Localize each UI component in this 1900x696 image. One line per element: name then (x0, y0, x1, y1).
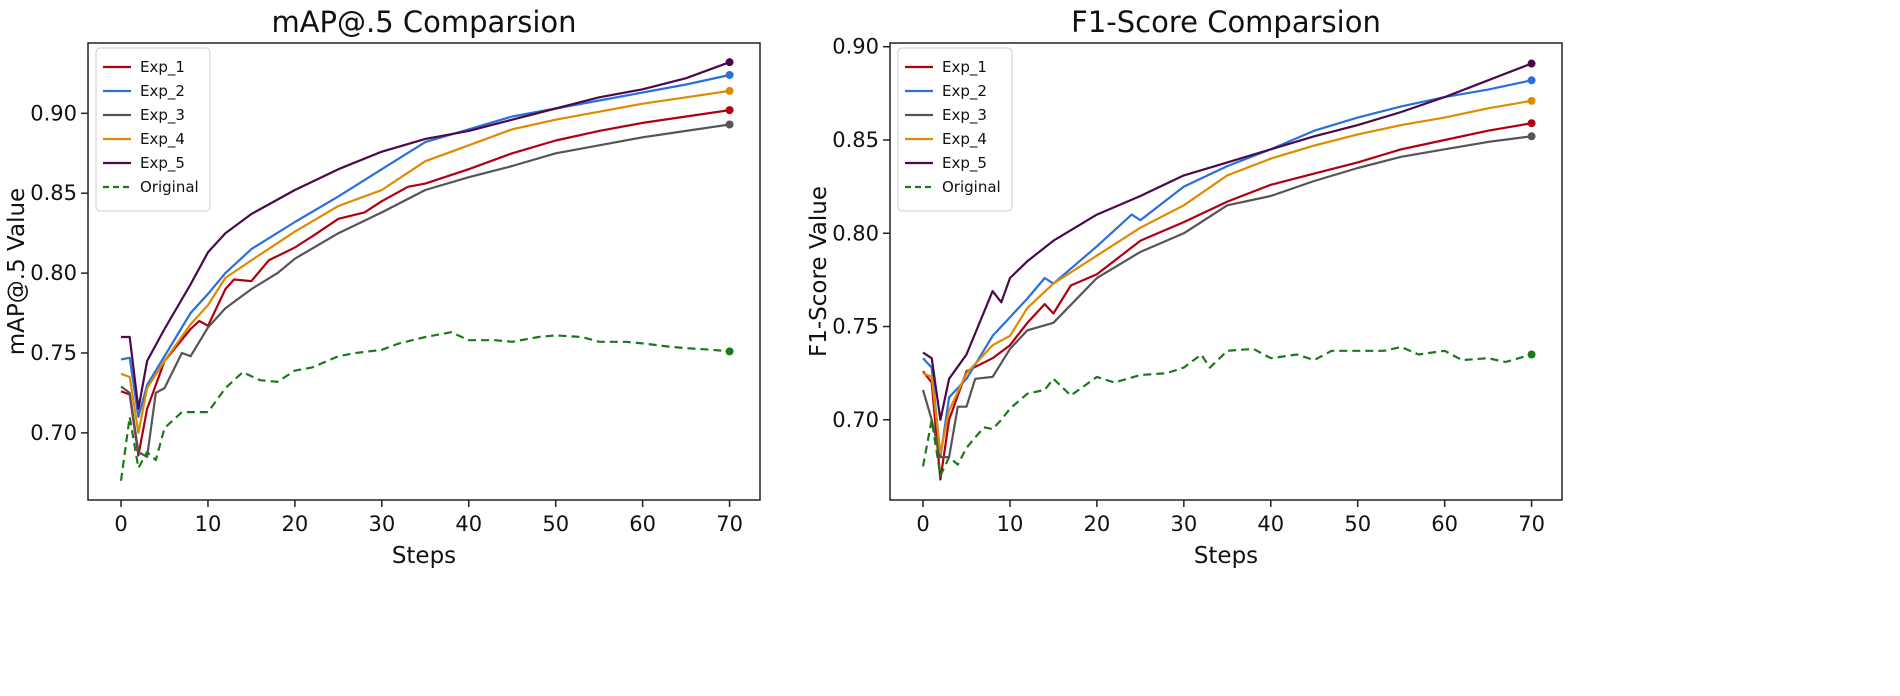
end-marker-exp_4 (1527, 96, 1536, 105)
legend-label: Original (942, 178, 1001, 196)
end-marker-exp_5 (725, 58, 734, 67)
series-line-exp_5 (922, 62, 1532, 421)
y-tick-label: 0.90 (832, 35, 879, 59)
chart-title: F1-Score Comparsion (1071, 5, 1381, 39)
end-marker-exp_3 (725, 120, 734, 129)
x-tick-label: 20 (282, 512, 309, 536)
series-line-exp_2 (120, 73, 730, 418)
plot-frame (889, 42, 1563, 501)
legend-box (95, 47, 211, 212)
chart-title: mAP@.5 Comparsion (271, 5, 576, 39)
end-marker-original (725, 347, 734, 356)
x-tick-label: 0 (916, 512, 929, 536)
legend-label: Exp_4 (140, 130, 185, 149)
end-marker-exp_2 (725, 70, 734, 79)
end-marker-exp_4 (725, 86, 734, 95)
y-tick-label: 0.75 (30, 341, 77, 365)
y-tick-label: 0.80 (30, 261, 77, 285)
x-tick-label: 20 (1084, 512, 1111, 536)
legend: Exp_1 Exp_2 Exp_3 Exp_4 Exp_5 Original (95, 47, 211, 212)
end-marker-exp_3 (1527, 132, 1536, 141)
y-tick-label: 0.70 (30, 421, 77, 445)
x-tick-label: 0 (114, 512, 127, 536)
x-tick-label: 30 (1170, 512, 1197, 536)
legend-box (897, 47, 1013, 212)
plot-frame (87, 42, 761, 501)
legend-label: Exp_2 (942, 82, 987, 101)
x-axis-label: Steps (1194, 543, 1258, 569)
x-tick-label: 40 (455, 512, 482, 536)
legend-label: Exp_1 (140, 58, 185, 77)
y-tick-label: 0.70 (832, 408, 879, 432)
legend: Exp_1 Exp_2 Exp_3 Exp_4 Exp_5 Original (897, 47, 1013, 212)
y-tick-label: 0.80 (832, 221, 879, 245)
legend-label: Exp_1 (942, 58, 987, 77)
x-tick-label: 70 (1518, 512, 1545, 536)
end-marker-exp_5 (1527, 59, 1536, 68)
y-tick-label: 0.85 (30, 181, 77, 205)
end-marker-original (1527, 350, 1536, 359)
legend-label: Exp_5 (140, 154, 185, 173)
chart-0: mAP@.5 Comparsion 0 10 20 30 40 50 60 70 0.70 0.75… (4, 5, 761, 569)
y-axis-label: mAP@.5 Value (4, 188, 30, 355)
y-tick-label: 0.75 (832, 315, 879, 339)
x-axis-label: Steps (392, 543, 456, 569)
x-tick-label: 50 (1344, 512, 1371, 536)
x-tick-label: 30 (368, 512, 395, 536)
x-tick-label: 60 (629, 512, 656, 536)
x-tick-label: 10 (997, 512, 1024, 536)
legend-label: Exp_5 (942, 154, 987, 173)
legend-label: Exp_2 (140, 82, 185, 101)
y-axis-label: F1-Score Value (806, 186, 832, 357)
legend-label: Original (140, 178, 199, 196)
x-tick-label: 40 (1257, 512, 1284, 536)
x-tick-label: 70 (716, 512, 743, 536)
x-tick-label: 10 (195, 512, 222, 536)
series-line-exp_1 (922, 122, 1532, 481)
series-line-exp_5 (121, 61, 730, 410)
series-line-exp_3 (921, 135, 1532, 459)
chart-1: F1-Score Comparsion 0 10 20 30 40 50 60 70 0.70 0.… (806, 5, 1563, 569)
end-marker-exp_1 (725, 106, 734, 115)
legend-label: Exp_3 (942, 106, 987, 125)
legend-label: Exp_3 (140, 106, 185, 125)
end-marker-exp_2 (1527, 76, 1536, 85)
series-line-exp_2 (922, 79, 1532, 459)
y-tick-label: 0.90 (30, 101, 77, 125)
series-line-exp_4 (120, 89, 730, 434)
series-line-original (119, 331, 730, 481)
series-line-exp_3 (120, 123, 730, 458)
legend-label: Exp_4 (942, 130, 987, 149)
y-tick-label: 0.85 (832, 128, 879, 152)
end-marker-exp_1 (1527, 119, 1536, 128)
series-line-original (921, 345, 1532, 477)
series-line-exp_4 (922, 99, 1532, 455)
x-tick-label: 60 (1431, 512, 1458, 536)
x-tick-label: 50 (542, 512, 569, 536)
